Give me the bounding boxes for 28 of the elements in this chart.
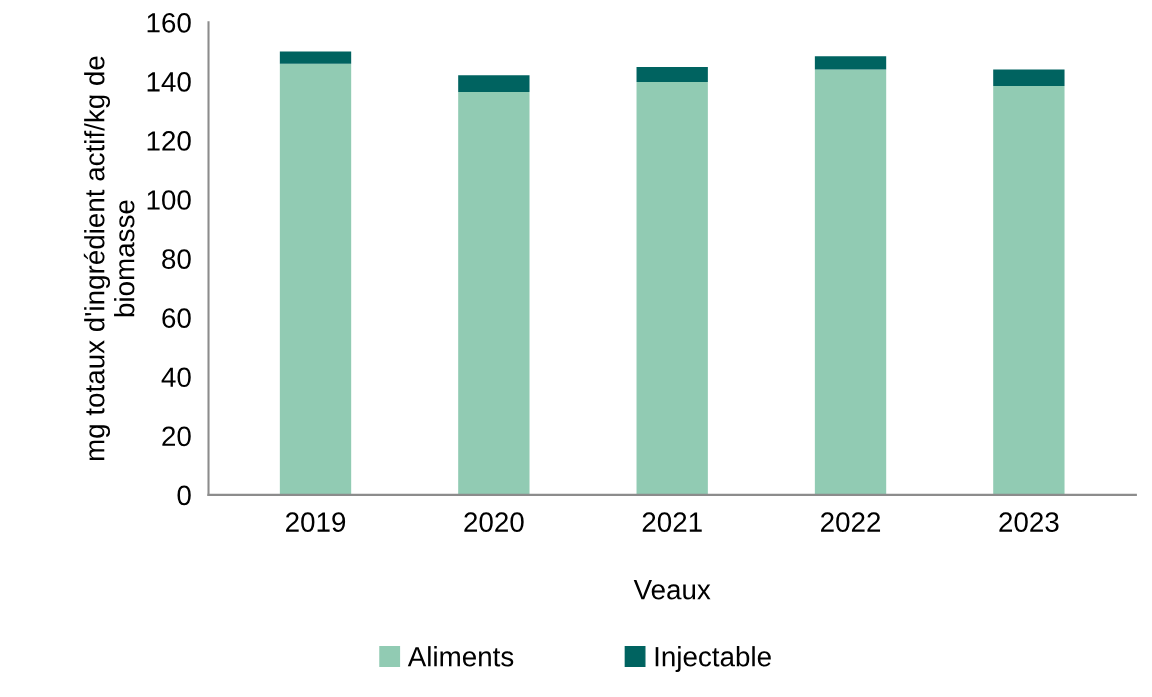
bar xyxy=(279,51,352,64)
bar xyxy=(814,69,887,495)
x-tick-label: 2022 xyxy=(821,512,881,532)
x-tick-label: 2021 xyxy=(642,512,702,532)
bar xyxy=(636,66,708,82)
x-tick-label: 2020 xyxy=(464,512,524,532)
y-tick-label: 0 xyxy=(177,485,191,506)
y-tick-label: 20 xyxy=(162,426,191,447)
y-tick-label: 40 xyxy=(161,367,191,388)
bar xyxy=(993,86,1065,495)
y-tick-label: 100 xyxy=(147,190,191,210)
y-axis-title: mg totaux d'ingrédient actif/kg de biomasse xyxy=(83,56,135,461)
bar xyxy=(993,69,1065,87)
bar xyxy=(279,63,352,495)
bar xyxy=(636,81,708,495)
y-tick-label: 80 xyxy=(162,249,191,269)
bar xyxy=(458,92,530,495)
y-tick-label: 120 xyxy=(147,131,191,151)
legend-label: Aliments xyxy=(407,646,514,667)
y-tick-label: 160 xyxy=(147,12,191,33)
x-tick-label: 2019 xyxy=(286,512,346,532)
y-tick-label: 140 xyxy=(147,72,191,92)
bar xyxy=(458,75,530,93)
x-axis-title: Veaux xyxy=(633,580,711,600)
legend-label: Injectable xyxy=(655,646,771,672)
x-tick-label: 2023 xyxy=(999,512,1059,532)
y-tick-label: 60 xyxy=(162,308,191,328)
bar xyxy=(814,56,887,70)
